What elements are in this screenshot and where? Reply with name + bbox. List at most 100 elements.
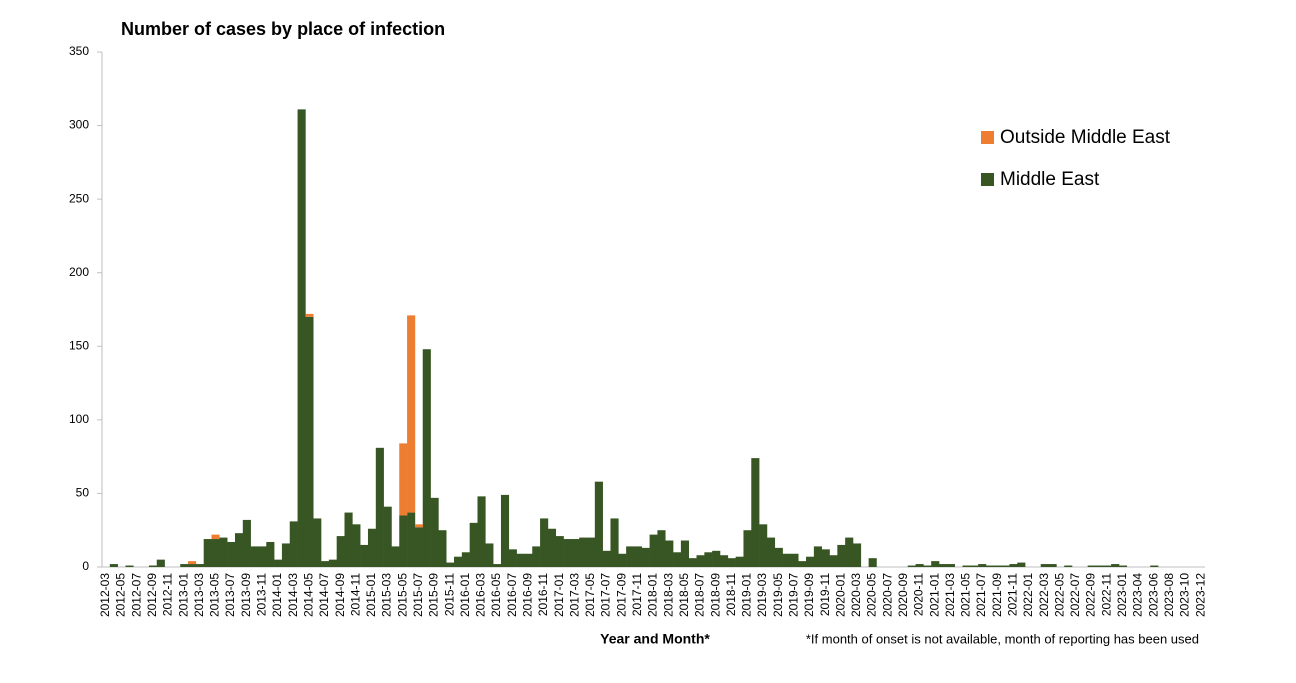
bar [907,565,916,567]
y-tick-label: 300 [69,118,89,132]
bar [360,544,369,567]
x-tick-label: 2022-01 [1021,573,1035,617]
bar [1040,564,1049,567]
bar [962,565,971,567]
legend-label: Middle East [1000,169,1100,190]
bar [852,543,862,567]
x-tick-label: 2013-09 [239,573,253,617]
bar [148,565,158,567]
bar [1087,565,1096,567]
x-tick-label: 2013-05 [208,573,222,617]
bar [109,564,118,567]
x-tick-label: 2012-11 [161,573,175,616]
bar [782,553,791,567]
bar [1111,564,1120,567]
x-tick-label: 2021-11 [1006,573,1020,616]
bar [657,530,666,567]
bar [242,519,251,567]
x-tick-label: 2016-05 [489,573,503,617]
bar [422,349,431,567]
bar [633,546,643,567]
x-tick-label: 2015-03 [380,573,394,617]
bar [594,481,603,567]
x-tick-label: 2021-03 [943,573,957,617]
bar [305,313,314,317]
x-tick-label: 2015-09 [427,573,441,617]
bar [1017,562,1026,567]
x-tick-label: 2020-01 [833,573,847,617]
x-axis-label: Year and Month* [600,631,710,647]
y-tick-label: 0 [82,559,89,573]
x-tick-label: 2016-01 [458,573,472,617]
bar [195,564,204,567]
x-tick-label: 2015-05 [395,573,409,617]
bar [743,530,752,567]
bar [532,546,541,567]
bar [234,533,244,567]
x-tick-label: 2023-06 [1146,573,1160,617]
x-tick-label: 2014-11 [348,573,362,616]
bar [438,530,447,567]
bar [367,528,377,567]
legend-label: Outside Middle East [1000,127,1171,148]
x-tick-label: 2014-07 [317,573,331,617]
x-tick-label: 2020-07 [880,573,894,617]
bar [751,458,760,567]
x-tick-label: 2017-09 [614,573,628,617]
x-tick-label: 2023-04 [1131,573,1145,617]
x-tick-label: 2012-03 [98,573,112,617]
bar [1009,564,1018,567]
bar [547,528,557,567]
bar [211,534,220,540]
bar [493,564,502,567]
x-tick-label: 2017-01 [552,573,566,617]
bar [806,556,815,567]
x-tick-label: 2019-05 [771,573,785,617]
bar [845,537,854,567]
bar [712,550,721,567]
bar [555,536,564,567]
x-tick-label: 2013-11 [255,573,269,616]
x-tick-label: 2018-11 [724,573,738,616]
bar [188,564,197,567]
chart-title: Number of cases by place of infection [121,19,445,39]
bar [430,497,439,567]
x-tick-label: 2015-07 [411,573,425,617]
x-tick-label: 2015-11 [442,573,456,616]
x-tick-label: 2018-05 [677,573,691,617]
bar [923,565,932,567]
footnote: *If month of onset is not available, mon… [806,631,1199,646]
y-tick-label: 50 [76,486,90,500]
x-tick-label: 2013-01 [176,573,190,617]
bar [297,109,306,567]
bar [1103,565,1112,567]
bar [610,518,619,567]
bar [766,537,776,567]
bar [719,555,729,567]
x-tick-label: 2012-07 [129,573,143,617]
x-tick-label: 2015-01 [364,573,378,617]
bar [227,541,236,567]
x-tick-label: 2014-09 [333,573,347,617]
bar [727,558,736,567]
x-tick-label: 2014-05 [301,573,315,617]
bar [407,512,416,567]
bar [344,512,353,567]
legend-swatch [981,131,994,144]
x-tick-label: 2021-01 [927,573,941,617]
bar [477,496,486,567]
x-tick-label: 2023-12 [1193,573,1207,617]
x-tick-label: 2016-09 [521,573,535,617]
bar [469,522,478,567]
bar [571,539,580,567]
y-tick-label: 100 [69,412,89,426]
x-tick-label: 2012-09 [145,573,159,617]
bar [837,544,846,567]
x-tick-label: 2012-05 [114,573,128,617]
bar [587,537,596,567]
bar [759,524,768,567]
bar [774,547,783,567]
bar [1150,565,1159,567]
bar [250,546,259,567]
